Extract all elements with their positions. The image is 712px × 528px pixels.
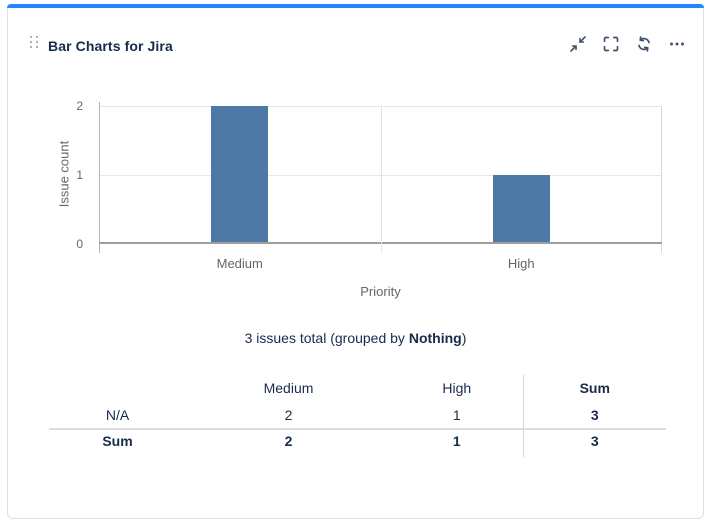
y-tick-label: 1 <box>76 168 83 182</box>
refresh-icon[interactable] <box>636 36 652 52</box>
summary-suffix: ) <box>461 330 467 346</box>
category-label: Medium <box>216 256 263 271</box>
collapse-icon[interactable] <box>570 36 586 52</box>
drag-handle-icon[interactable] <box>30 36 38 49</box>
gadget-card: Bar Charts for Jira <box>7 4 704 519</box>
stats-table: Medium High Sum N/A 2 1 3 Sum 2 1 3 <box>49 375 666 457</box>
row-label: Sum <box>49 428 186 457</box>
bar-slot <box>381 106 663 243</box>
fullscreen-icon[interactable] <box>603 36 619 52</box>
cell-value: 2 <box>284 406 293 423</box>
cell-sum-value: 3 <box>522 401 666 429</box>
table-sum-row: Sum 2 1 3 <box>49 428 666 457</box>
plot-area <box>99 102 662 253</box>
category-label: High <box>507 256 535 271</box>
gadget-title: Bar Charts for Jira <box>48 38 173 54</box>
bar-slot <box>99 106 381 243</box>
y-tick-label: 2 <box>76 99 83 113</box>
card-accent-bar <box>7 4 704 8</box>
category-divider-line <box>380 106 382 253</box>
table-row: N/A 2 1 3 <box>49 401 666 429</box>
summary-text: 3 issues total (grouped by Nothing) <box>8 330 703 346</box>
cell-value: 1 <box>452 406 461 423</box>
more-icon[interactable] <box>669 36 685 52</box>
col-header-medium: Medium <box>263 380 314 396</box>
plot-right-border <box>661 106 662 253</box>
col-header-empty <box>49 375 186 401</box>
gadget-toolbar <box>570 36 685 52</box>
cell-sum-value: 3 <box>522 428 666 457</box>
y-axis-line <box>99 102 100 253</box>
row-label: N/A <box>105 406 130 423</box>
y-axis-ticks: 2 1 0 <box>58 99 91 251</box>
col-header-high: High <box>442 380 472 396</box>
bars-container <box>99 106 662 243</box>
y-tick-label: 0 <box>76 237 83 251</box>
col-header-sum: Sum <box>522 375 666 401</box>
chart-bar[interactable] <box>211 106 269 243</box>
table-header-row: Medium High Sum <box>49 375 666 401</box>
summary-prefix: 3 issues total (grouped by <box>244 330 409 346</box>
chart-bar[interactable] <box>492 174 550 243</box>
cell-value: 2 <box>186 428 391 457</box>
x-axis-title: Priority <box>360 284 401 299</box>
cell-value: 1 <box>391 428 523 457</box>
summary-group-name: Nothing <box>408 330 462 346</box>
x-axis-categories: Medium High <box>99 256 662 271</box>
